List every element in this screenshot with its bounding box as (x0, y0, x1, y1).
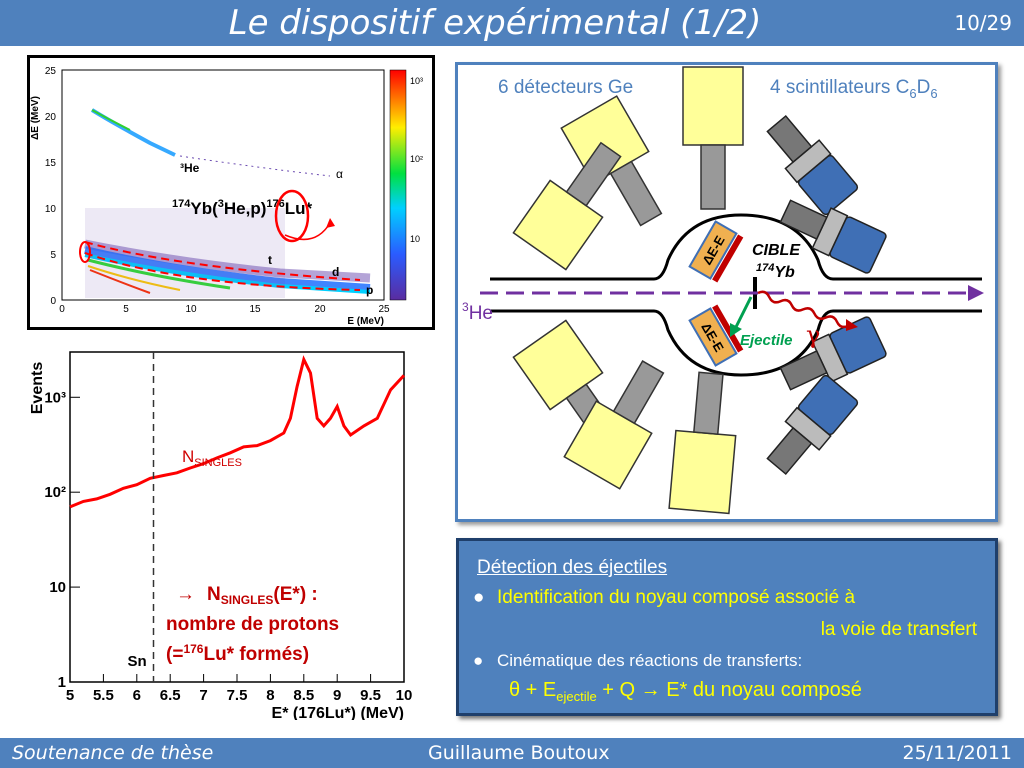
beam-pipe-bottom (490, 309, 982, 377)
spectrum-xtick: 9 (333, 687, 341, 704)
beam-label: 3He (462, 300, 493, 324)
svg-text:nombre de protons: nombre de protons (166, 614, 339, 635)
spectrum-xtick: 7.5 (227, 687, 248, 704)
plot1-xtick: 5 (123, 304, 129, 315)
spectrum-xtick: 10 (396, 687, 413, 704)
plot1-xtick: 0 (59, 304, 65, 315)
plot1-ytick: 10 (45, 204, 57, 215)
spectrum-ytick: 10³ (44, 389, 66, 406)
reaction-circle (274, 189, 310, 243)
gamma-ray (757, 290, 849, 329)
plot1-ytick: 20 (45, 112, 57, 123)
spectrum-ylabel: Events (30, 362, 46, 415)
spectrum-ytick: 1 (58, 674, 66, 691)
plot1-ytick: 25 (45, 66, 57, 77)
spectrum-xtick: 6.5 (160, 687, 181, 704)
identification-plot-svg: 0 5 10 15 20 25 0 5 10 15 20 25 E (MeV) … (30, 66, 423, 327)
singles-spectrum: 5 5.5 6 6.5 7 7.5 8 8.5 9 9.5 10 1 10 10² 10³ Sn Event… (29, 348, 430, 722)
spectrum-xtick: 5.5 (93, 687, 114, 704)
sn-label: Sn (128, 653, 147, 670)
target-label: CIBLE (752, 242, 801, 259)
spectrum-xtick: 8 (266, 687, 274, 704)
footer-left: Soutenance de thèse (12, 742, 214, 764)
plot1-label-he3: ³He (180, 161, 200, 175)
ge-detector (668, 371, 737, 515)
dee-telescope-top: ΔE-E (688, 220, 744, 283)
identification-plot: 0 5 10 15 20 25 0 5 10 15 20 25 E (MeV) … (27, 55, 435, 330)
plot1-ylabel: ΔE (MeV) (30, 96, 41, 140)
svg-text:→NSINGLES(E*) :: → NSINGLES(E*) : (176, 584, 318, 607)
ejectile-detection-box: Détection des éjectiles ● Identification … (456, 538, 998, 716)
footer-bar: Soutenance de thèse Guillaume Boutoux 25… (0, 738, 1024, 768)
ge-detector (682, 66, 744, 210)
ge-label: 6 détecteurs Ge (498, 77, 633, 98)
plot1-data (79, 108, 371, 298)
spectrum-xtick: 5 (66, 687, 74, 704)
plot1-xlabel: E (MeV) (347, 316, 384, 327)
footer-right: 25/11/2011 (902, 742, 1012, 764)
scintillator (766, 374, 859, 476)
plot1-xtick: 20 (314, 304, 326, 315)
scint-label: 4 scintillateurs C6D6 (770, 77, 938, 101)
setup-diagram: ΔE-E ΔE-E 6 détecteurs Ge 4 scintillateu… (455, 62, 998, 522)
scintillator (779, 316, 887, 391)
nsingles-note: → NSINGLES(E*) : nombre de protons (=176L… (166, 584, 339, 665)
ge-detectors (512, 66, 744, 515)
spectrum-xtick: 8.5 (293, 687, 314, 704)
gamma-label: γ (806, 321, 820, 349)
scintillator (766, 114, 859, 216)
ge-detector (563, 360, 665, 490)
colorbar (389, 69, 407, 301)
spectrum-xlabel: E* (176Lu*) (MeV) (272, 705, 404, 720)
spectrum-xtick: 6 (133, 687, 141, 704)
svg-text:(=176Lu* formés): (=176Lu* formés) (166, 642, 309, 665)
infobox-bullet-2: ● Cinématique des réactions de transferts… (473, 651, 803, 670)
nsingles-label: NSINGLES (182, 447, 242, 469)
infobox-title: Détection des éjectiles (477, 557, 668, 578)
scintillator (779, 199, 887, 274)
spectrum-ytick: 10² (44, 484, 66, 501)
slide-title: Le dispositif expérimental (1/2) (228, 3, 762, 43)
infobox-bullet-1-cont: la voie de transfert (820, 619, 977, 640)
dee-telescope-bottom: ΔE-E (688, 304, 744, 367)
title-bar: Le dispositif expérimental (1/2) 10/29 (0, 0, 1024, 46)
spectrum-frame (69, 351, 405, 683)
spectrum-series-nsingles (69, 355, 406, 509)
scintillators (766, 114, 887, 476)
plot1-xtick: 10 (185, 304, 197, 315)
ejectile-label: Ejectile (740, 332, 793, 349)
plot1-ytick: 0 (50, 296, 56, 307)
plot1-xtick: 15 (249, 304, 261, 315)
plot1-label-alpha: α (336, 167, 343, 181)
setup-diagram-svg: ΔE-E ΔE-E 6 détecteurs Ge 4 scintillateu… (462, 66, 984, 515)
singles-spectrum-svg: 5 5.5 6 6.5 7 7.5 8 8.5 9 9.5 10 1 10 10² 10³ Sn Event… (29, 351, 413, 722)
plot1-ytick: 15 (45, 158, 57, 169)
ge-detector (560, 95, 663, 227)
target-isotope: 174Yb (756, 262, 795, 281)
reaction-label: 174Yb(3He,p)176Lu* (172, 198, 313, 218)
infobox-bullet-1: ● Identification du noyau composé associé… (473, 587, 856, 608)
plot1-ytick: 5 (50, 250, 56, 261)
spectrum-xtick: 9.5 (360, 687, 381, 704)
plot1-label-d: d (332, 265, 339, 279)
plot1-xtick: 25 (378, 304, 390, 315)
spectrum-xtick: 7 (199, 687, 207, 704)
spectrum-ytick: 10 (49, 579, 66, 596)
ge-detector (512, 141, 622, 271)
ejectile-arrow (734, 296, 753, 328)
page-number: 10/29 (954, 11, 1012, 35)
footer-center: Guillaume Boutoux (428, 742, 610, 764)
plot1-frame (61, 69, 385, 301)
infobox-formula: θ + Eejectile + Q → E* du noyau composé (509, 679, 862, 704)
plot1-label-t: t (268, 253, 272, 267)
colorbar-tick: 10 (410, 234, 420, 244)
plot1-label-p: p (366, 283, 373, 297)
colorbar-tick: 10³ (410, 76, 423, 86)
colorbar-tick: 10² (410, 154, 423, 164)
beam-pipe-top (490, 213, 982, 281)
